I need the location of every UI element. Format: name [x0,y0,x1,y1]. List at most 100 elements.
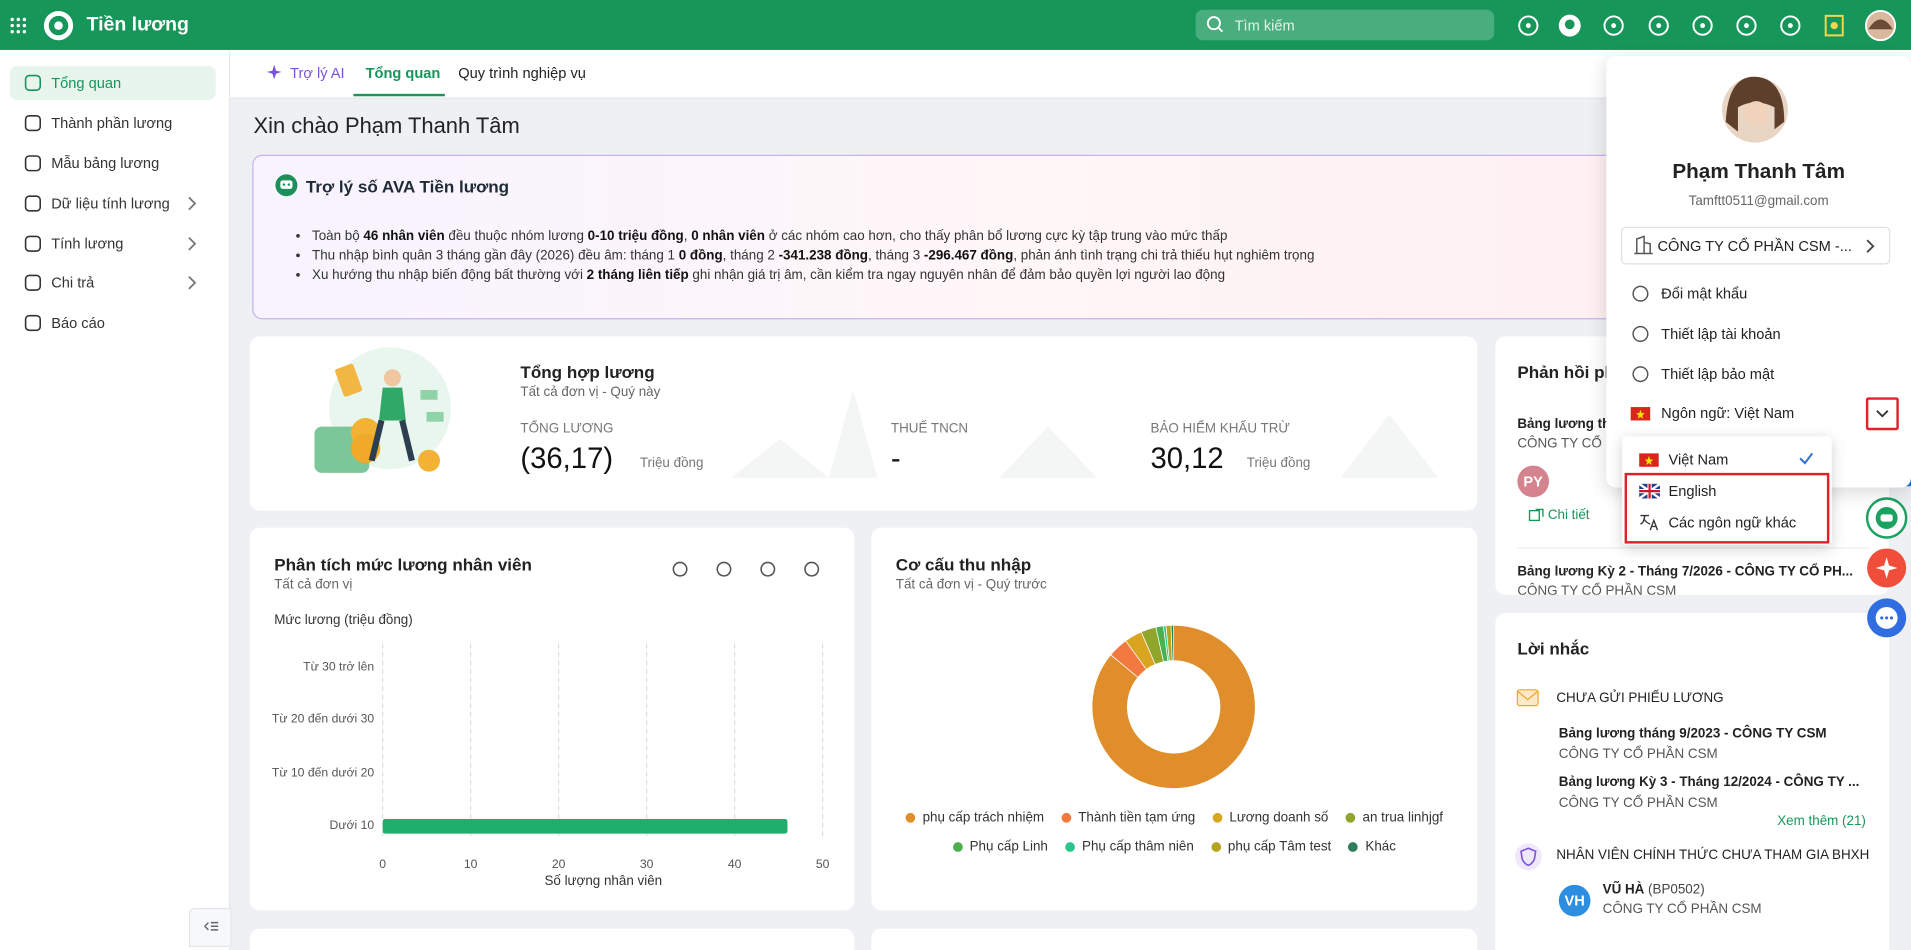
reminder-item-title[interactable]: Bảng lương tháng 9/2023 - CÔNG TY CSM [1558,726,1827,741]
sidebar-item[interactable]: Tổng quan [51,74,122,92]
reminder-group-title: CHƯA GỬI PHIẾU LƯƠNG [1556,691,1724,706]
icon-part [1218,27,1224,33]
icon-part [24,195,42,212]
legend-item[interactable]: Thành tiền tạm ứng [1061,810,1195,825]
icon-part [420,390,438,400]
sidebar-chevron [188,276,197,290]
floating-buttons[interactable] [1865,496,1909,640]
icon-part [1639,483,1660,499]
icon-part [1866,239,1875,253]
collapse-button[interactable] [188,907,232,947]
chart-subtitle: Tất cả đơn vị [274,577,353,593]
bullet-text: , tháng 2 [722,248,779,264]
bullet-text: 46 nhân viên [363,229,445,244]
legend-label: phụ cấp Tâm test [1227,839,1332,855]
bottom-card [249,928,855,950]
summary-card [249,336,1478,511]
icon-part [1744,23,1749,29]
card-title: Phản hồi ph [1517,361,1615,382]
x-tick-label: 50 [815,858,830,872]
company-select[interactable] [1620,226,1891,265]
bottom-card [871,928,1478,950]
language-icon [1639,453,1659,467]
legend-label: Phụ cấp Linh [969,839,1048,855]
feedback-item-title: Bảng lương th [1517,416,1611,432]
legend-item[interactable]: Lương doanh số [1212,810,1328,825]
bullet-text: 0 nhân viên [691,229,765,244]
sidebar-item[interactable]: Chi trả [51,274,95,292]
icon-part [368,419,415,462]
icon-part [16,23,20,28]
sidebar-item[interactable]: Dữ liệu tính lương [51,195,170,213]
legend-dot [1212,812,1223,823]
legend-item[interactable]: phụ cấp Tâm test [1210,839,1332,855]
tab[interactable]: Tổng quan [365,64,441,82]
legend-item[interactable]: Khác [1348,840,1396,854]
see-more[interactable]: Xem thêm (21) [1777,814,1866,829]
header-avatar[interactable] [1864,10,1898,43]
sidebar-item[interactable]: Thành phần lương [51,114,173,132]
language-icon [1638,482,1661,500]
icon-part [16,17,20,22]
assistant-bullet: Xu hướng thu nhập biến động bất thường v… [312,266,1640,286]
icon-part [1880,616,1884,620]
legend-label: Phụ cấp thâm niên [1082,839,1194,855]
language-option[interactable]: Các ngôn ngữ khác [1668,514,1797,532]
icon-part [1824,14,1844,37]
menu-item[interactable]: Thiết lập tài khoản [1661,325,1781,343]
header-icons[interactable] [1511,10,1852,42]
language-item[interactable]: Ngôn ngữ: Việt Nam [1661,404,1795,422]
icon-part [1535,508,1544,517]
legend-item[interactable]: phụ cấp trách nhiệm [905,810,1044,825]
icon-part [1787,23,1793,29]
language-option[interactable]: Việt Nam [1668,450,1729,468]
y-tick-label: Từ 30 trở lên [303,660,375,674]
legend-dot [952,842,963,852]
tab[interactable]: Trợ lý AI [290,64,345,82]
summary-subtitle: Tất cả đơn vị - Quý này [520,385,661,400]
legend-item[interactable]: Phụ cấp Linh [952,839,1048,855]
metric-label: BẢO HIỂM KHẤU TRỪ [1150,421,1290,437]
icon-part [1880,514,1893,522]
collapse-icon [204,921,219,931]
feedback-link[interactable]: Chi tiết [1547,508,1590,523]
menu-item[interactable]: Đổi mật khẩu [1661,285,1748,303]
language-toggle[interactable] [1865,397,1899,431]
x-tick-label: 30 [639,858,654,872]
profile-email: Tamftt0511@gmail.com [1688,193,1829,209]
language-option[interactable]: English [1668,482,1717,500]
y-axis-title: Mức lương (triệu đồng) [274,613,413,628]
shield-icon [1514,843,1542,871]
sidebar-item[interactable]: Mẫu bảng lương [51,154,160,172]
menu-item[interactable]: Thiết lập bảo mật [1661,365,1775,383]
y-tick-label: Dưới 10 [329,818,375,833]
chart-tools[interactable] [670,559,824,579]
bar-chart-card [249,527,855,911]
y-tick-label: Từ 10 đến dưới 20 [271,766,375,780]
legend-item[interactable]: an trua linhjgf [1345,810,1443,825]
tab[interactable]: Quy trình nghiệp vụ [458,64,586,82]
assistant-bullet: Thu nhập bình quân 3 tháng gần đây (2026… [312,246,1640,266]
icon-part [10,17,14,22]
sidebar-icon [24,314,42,332]
x-tick-label: 20 [551,858,566,872]
sidebar-active-bg [9,65,216,100]
sidebar [0,49,231,950]
sidebar-item[interactable]: Báo cáo [51,314,105,332]
icon-part [379,387,406,421]
icon-part [1780,15,1801,36]
legend-item[interactable]: Phụ cấp thâm niên [1064,839,1194,855]
legend-row: Phụ cấp Linh Phụ cấp thâm niên phụ cấp Tâm… [871,839,1477,855]
icon-part [383,369,401,387]
icon-part [1636,409,1645,419]
bullet-text: Toàn bộ [312,229,364,244]
legend-dot [1210,842,1221,852]
apps-icon[interactable] [0,0,37,50]
reminder-item-title[interactable]: Bảng lương Kỳ 3 - Tháng 12/2024 - CÔNG T… [1558,775,1860,790]
bullet-text: ở các nhóm cao hơn, cho thấy phân bổ lươ… [764,229,1228,244]
search-box[interactable] [1195,9,1495,41]
sidebar-item[interactable]: Tính lương [51,235,124,253]
company-name: CÔNG TY CỔ PHẦN CSM -... [1657,237,1852,255]
sidebar-icon [24,114,42,132]
flag [1630,407,1651,421]
